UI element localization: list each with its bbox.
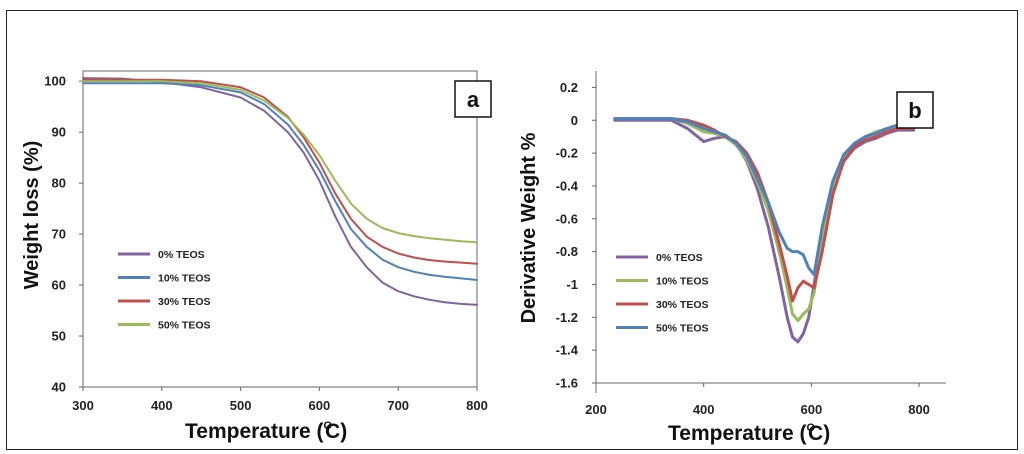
figure-frame bbox=[6, 10, 1018, 450]
chart-b-panel-label: b bbox=[908, 98, 921, 123]
chart-b-x-tick-label: 600 bbox=[801, 402, 823, 417]
chart-a-x-tick-label: 800 bbox=[466, 398, 488, 413]
chart-a-series-line bbox=[82, 78, 478, 265]
chart-a-y-axis-title: Weight loss (%) bbox=[21, 141, 43, 290]
chart-b-series-line bbox=[613, 117, 916, 303]
chart-b-x-tick-label: 200 bbox=[585, 402, 607, 417]
chart-b-legend-label: 50% TEOS bbox=[656, 323, 709, 335]
chart-a-plot-frame bbox=[82, 70, 478, 388]
chart-a-x-tick-label: 400 bbox=[151, 398, 173, 413]
chart-b-y-tick-label: 0 bbox=[571, 113, 578, 128]
chart-b-y-tick-label: -0.2 bbox=[556, 146, 578, 161]
chart-b-x-tick-label: 400 bbox=[693, 402, 715, 417]
chart-a-panel-label-box bbox=[454, 80, 492, 118]
chart-a-y-tick-label: 50 bbox=[52, 329, 66, 344]
chart-a-y-tick-label: 80 bbox=[52, 176, 66, 191]
chart-a-y-tick-label: 60 bbox=[52, 278, 66, 293]
chart-a-legend-label: 50% TEOS bbox=[158, 320, 211, 332]
chart-b-legend-label: 0% TEOS bbox=[656, 252, 703, 264]
chart-b-y-tick-label: -1.6 bbox=[556, 376, 578, 391]
chart-a-x-tick-label: 300 bbox=[72, 398, 94, 413]
chart-b-y-tick-label: -1.2 bbox=[556, 310, 578, 325]
chart-b-x-axis-title: Temperature (OC) bbox=[668, 422, 830, 445]
chart-a-legend-label: 10% TEOS bbox=[158, 273, 211, 285]
chart-b-y-tick-label: -0.8 bbox=[556, 244, 578, 259]
chart-b-y-tick-label: -1 bbox=[566, 277, 578, 292]
chart-a-x-tick-label: 600 bbox=[309, 398, 331, 413]
chart-b-series-line bbox=[613, 117, 916, 323]
chart-b-y-tick-label: -0.4 bbox=[556, 178, 579, 193]
chart-a-legend-label: 30% TEOS bbox=[158, 296, 211, 308]
chart-a-panel-label: a bbox=[467, 87, 480, 112]
chart-a-y-tick-label: 70 bbox=[52, 227, 66, 242]
chart-b-panel-label-box bbox=[896, 91, 934, 129]
chart-b-legend-label: 10% TEOS bbox=[656, 276, 709, 288]
chart-a-x-tick-label: 500 bbox=[230, 398, 252, 413]
chart-b-y-axis-title: Derivative Weight % bbox=[518, 132, 540, 323]
chart-b-y-tick-label: 0.2 bbox=[560, 80, 578, 95]
chart-b-legend-label: 30% TEOS bbox=[656, 299, 709, 311]
chart-a-legend-label: 0% TEOS bbox=[158, 249, 205, 261]
chart-a-y-tick-label: 40 bbox=[52, 380, 66, 395]
chart-b-x-tick-label: 800 bbox=[908, 402, 930, 417]
chart-a-y-tick-label: 100 bbox=[44, 74, 66, 89]
chart-a-series-line bbox=[82, 77, 478, 306]
chart-a-series-line bbox=[82, 80, 478, 244]
chart-a-series-line bbox=[82, 82, 478, 281]
chart-b-series-line bbox=[613, 117, 916, 277]
chart-b-y-tick-label: -0.6 bbox=[556, 211, 578, 226]
chart-a-y-tick-label: 90 bbox=[52, 125, 66, 140]
chart-a-x-tick-label: 700 bbox=[387, 398, 409, 413]
chart-b-y-tick-label: -1.4 bbox=[556, 343, 579, 358]
chart-a-x-axis-title: Temperature (OC) bbox=[185, 420, 347, 443]
